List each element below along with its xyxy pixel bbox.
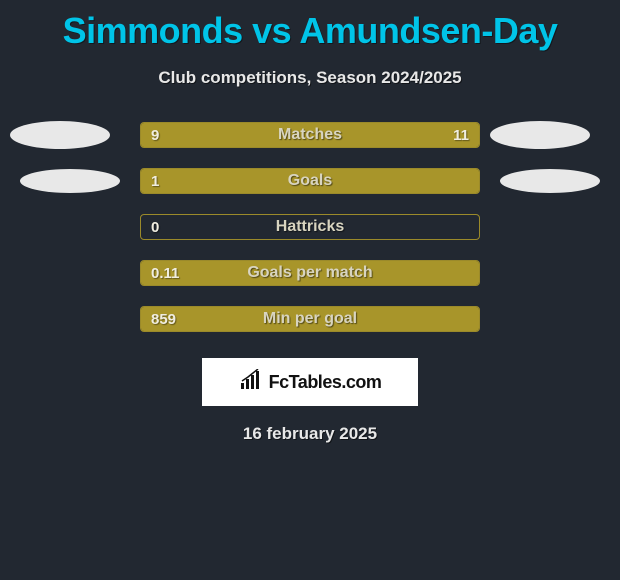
left-value: 0.11 xyxy=(151,265,179,282)
left-value: 1 xyxy=(151,173,159,190)
left-value: 9 xyxy=(151,127,159,144)
page-title: Simmonds vs Amundsen-Day xyxy=(0,0,620,52)
bar-track: 9 11 Matches xyxy=(140,122,480,148)
bar-track: 859 Min per goal xyxy=(140,306,480,332)
player-right-ellipse xyxy=(490,121,590,149)
bar-track: 1 Goals xyxy=(140,168,480,194)
right-value: 11 xyxy=(453,127,469,144)
left-value: 859 xyxy=(151,311,176,328)
metric-label: Goals xyxy=(288,172,332,190)
metric-label: Goals per match xyxy=(247,264,372,282)
stat-row: 0.11 Goals per match xyxy=(0,250,620,296)
player-left-ellipse xyxy=(10,121,110,149)
bar-left-fill xyxy=(141,123,293,147)
metric-label: Min per goal xyxy=(263,310,357,328)
metric-label: Matches xyxy=(278,126,342,144)
stat-row: 1 Goals xyxy=(0,158,620,204)
player-right-ellipse xyxy=(500,169,600,193)
stat-row: 859 Min per goal xyxy=(0,296,620,342)
stat-row: 0 Hattricks xyxy=(0,204,620,250)
bar-track: 0 Hattricks xyxy=(140,214,480,240)
subtitle: Club competitions, Season 2024/2025 xyxy=(0,68,620,88)
player-left-ellipse xyxy=(20,169,120,193)
logo-text: FcTables.com xyxy=(269,372,382,393)
stat-row: 9 11 Matches xyxy=(0,112,620,158)
footer-date: 16 february 2025 xyxy=(0,424,620,444)
logo-chart-icon xyxy=(239,369,265,396)
logo-box: FcTables.com xyxy=(202,358,418,406)
left-value: 0 xyxy=(151,219,159,236)
comparison-chart: 9 11 Matches 1 Goals 0 Hattricks 0.11 Goals per … xyxy=(0,112,620,342)
bar-track: 0.11 Goals per match xyxy=(140,260,480,286)
metric-label: Hattricks xyxy=(276,218,344,236)
